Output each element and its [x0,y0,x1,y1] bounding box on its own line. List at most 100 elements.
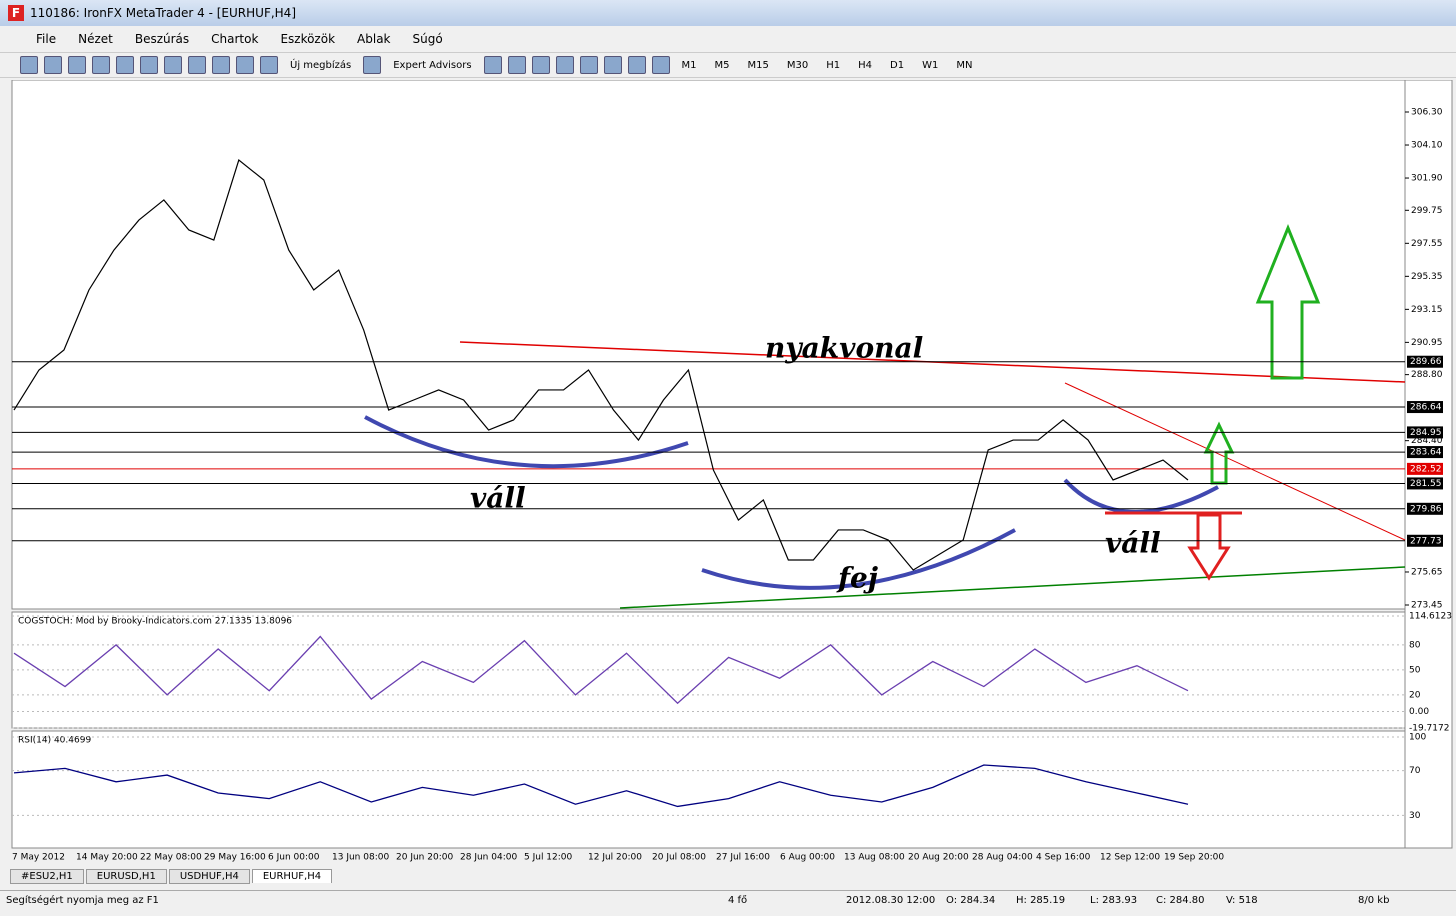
tool-icon[interactable] [236,56,254,74]
tool-icon[interactable] [483,56,502,74]
level-tag [1407,462,1443,475]
app-icon: F [8,5,24,21]
status-bar: Segítségért nyomja meg az F1 4 fő 2012.08.… [0,890,1456,910]
trend-line [1064,382,1406,541]
indicator-tick-label: 0.00 [1409,707,1429,717]
tool-icon[interactable] [140,56,158,74]
chart-tab[interactable]: EURHUF,H4 [251,869,333,883]
tool-icon[interactable] [92,56,110,74]
tool-button[interactable]: Új megbízás [290,59,352,71]
menu-item[interactable]: Eszközök [280,32,336,46]
tool-icon[interactable] [627,56,646,74]
level-tag [1407,401,1443,414]
timeframe-button[interactable]: MN [956,59,973,71]
price-tick-label: 304.10 [1411,141,1443,151]
date-label: 6 Jun 00:00 [268,853,320,863]
tool-icon[interactable] [68,56,86,74]
date-label: 14 May 20:00 [76,853,138,863]
tool-icon[interactable] [260,56,278,74]
rsi-plot [11,730,1406,849]
toolbar: Új megbízás Expert Advisors M1 M5 M15 M30 H1 H4… [0,52,1456,78]
level-label: 279.86 [1410,504,1442,514]
tool-icon[interactable] [164,56,182,74]
main-plot [11,80,1406,610]
chart-window: nyakvonal váll fej váll COGSTOCH: Mod by… [11,80,1453,863]
indicator-tick-label: 80 [1409,640,1421,650]
price-tick-label: 295.35 [1411,272,1443,282]
annotation: váll [470,482,526,515]
indicator-tick-label: 100 [1409,733,1426,743]
level-tag [1407,502,1443,515]
timeframe-button[interactable]: M15 [747,59,769,71]
price-tick-label: 293.15 [1411,305,1443,315]
chart-tab[interactable]: EURUSD,H1 [85,868,167,884]
price-tick-label: 299.75 [1411,206,1443,216]
date-label: 28 Jun 04:00 [460,853,517,863]
indicator-tick-label: 70 [1409,766,1421,776]
timeframe-button[interactable]: D1 [890,59,905,71]
indicator-tick-label: 20 [1409,690,1421,700]
tool-icon[interactable] [651,56,670,74]
date-label: 5 Jul 12:00 [524,853,573,863]
date-label: 12 Sep 12:00 [1100,853,1160,863]
status-field: L: 283.93 [1090,895,1138,906]
indicator-label: RSI(14) 40.4699 [18,736,91,746]
timeframe-button[interactable]: M30 [786,59,809,71]
date-label: 22 May 08:00 [140,853,202,863]
price-tick-label: 288.80 [1411,370,1443,380]
tool-icon[interactable] [603,56,622,74]
level-label: 277.73 [1410,536,1442,546]
status-field: Segítségért nyomja meg az F1 [6,895,159,906]
indicator-tick-label: 50 [1409,665,1421,675]
tool-icon[interactable] [188,56,206,74]
level-tag [1407,446,1443,459]
status-field: H: 285.19 [1016,895,1066,906]
annotation: váll [1105,527,1161,560]
menu-item[interactable]: Beszúrás [134,32,190,46]
price-tick-label: 290.95 [1411,338,1443,348]
level-label: 283.64 [1410,448,1442,458]
timeframe-button[interactable]: W1 [922,59,939,71]
timeframe-button[interactable]: H1 [826,59,841,71]
menu-item[interactable]: Nézet [78,32,113,46]
tool-icon[interactable] [363,56,382,74]
chart-tab[interactable]: #ESU2,H1 [10,868,84,884]
chart-tabs: #ESU2,H1 EURUSD,H1 USDHUF,H4 EURHUF,H4 [0,866,1456,886]
menu-item[interactable]: Ablak [357,32,391,46]
tool-icon[interactable] [44,56,62,74]
timeframe-button[interactable]: M5 [714,59,730,71]
indicator-line [13,764,1189,808]
price-line [13,159,1189,571]
price-tick-label: 275.65 [1411,567,1443,577]
window-title: 110186: IronFX MetaTrader 4 - [EURHUF,H4… [30,6,296,20]
status-field: 4 fő [728,895,748,906]
shoulder-arc [364,415,689,469]
date-label: 6 Aug 00:00 [780,853,835,863]
tool-icon[interactable] [507,56,526,74]
menu-item[interactable]: Súgó [412,32,443,46]
status-field: C: 284.80 [1156,895,1205,906]
tool-icon[interactable] [531,56,550,74]
price-tick-label: 301.90 [1411,174,1443,184]
tool-button[interactable]: Expert Advisors [393,59,472,71]
up-arrow [1255,224,1321,380]
menu-item[interactable]: File [36,32,57,46]
date-label: 29 May 16:00 [204,853,266,863]
indicator-tick-label: 114.6123 [1409,612,1452,622]
date-label: 13 Aug 08:00 [844,853,905,863]
tool-icon[interactable] [579,56,598,74]
head-arc [701,528,1016,590]
tool-icon[interactable] [20,56,38,74]
date-label: 7 May 2012 [12,853,65,863]
chart-tab[interactable]: USDHUF,H4 [168,868,250,884]
tool-icon[interactable] [555,56,574,74]
timeframe-button[interactable]: H4 [858,59,873,71]
tool-icon[interactable] [212,56,230,74]
menu-item[interactable]: Chartok [211,32,259,46]
indicator-line [13,635,1189,705]
price-tick-label: 297.55 [1411,239,1443,249]
timeframe-button[interactable]: M1 [681,59,697,71]
level-label: 284.95 [1410,428,1442,438]
tool-icon[interactable] [116,56,134,74]
